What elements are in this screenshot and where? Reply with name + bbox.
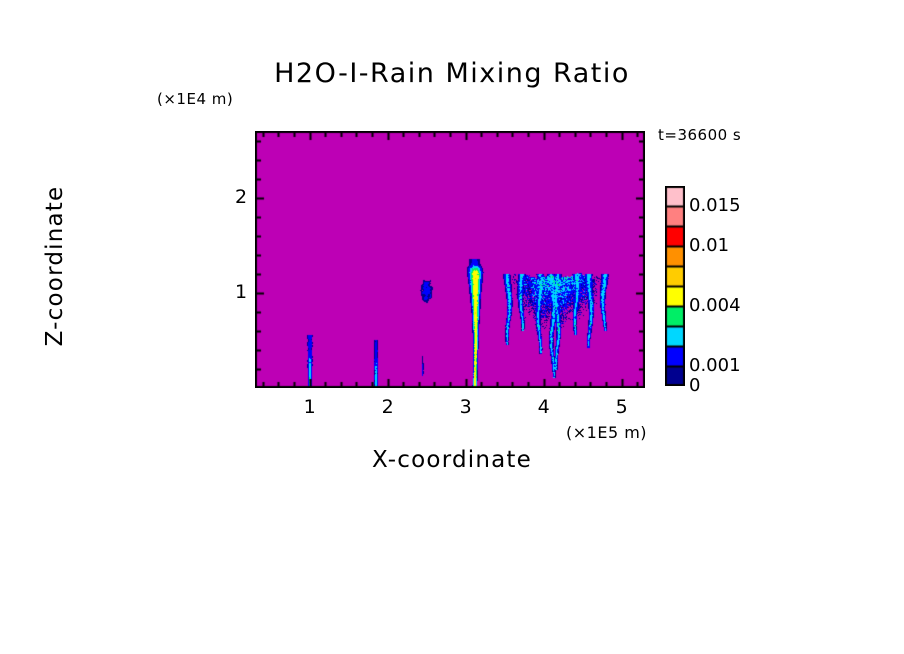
x-tick-label: 2	[381, 396, 394, 418]
x-tick-label: 4	[537, 396, 550, 418]
chart-title: H2O-I-Rain Mixing Ratio	[274, 58, 630, 89]
y-axis-title: Z-coordinate	[42, 185, 68, 347]
y-axis-unit-label: (×1E4 m)	[157, 90, 234, 108]
x-tick-label: 1	[303, 396, 316, 418]
y-tick-label: 1	[235, 280, 248, 303]
y-tick-label: 2	[235, 185, 248, 208]
colorbar	[665, 186, 685, 386]
timestamp-annotation: t=36600 s	[658, 126, 742, 144]
x-tick-label: 5	[615, 396, 628, 418]
colorbar-tick-label: 0	[689, 375, 701, 396]
x-tick-label: 3	[459, 396, 472, 418]
x-axis-title: X-coordinate	[372, 447, 532, 473]
colorbar-tick-label: 0.015	[689, 195, 741, 216]
colorbar-tick-label: 0.001	[689, 355, 741, 376]
x-axis-unit-label: (×1E5 m)	[566, 423, 648, 442]
colorbar-tick-label: 0.004	[689, 295, 741, 316]
heatmap-plot-area	[255, 131, 645, 388]
colorbar-tick-label: 0.01	[689, 235, 730, 256]
